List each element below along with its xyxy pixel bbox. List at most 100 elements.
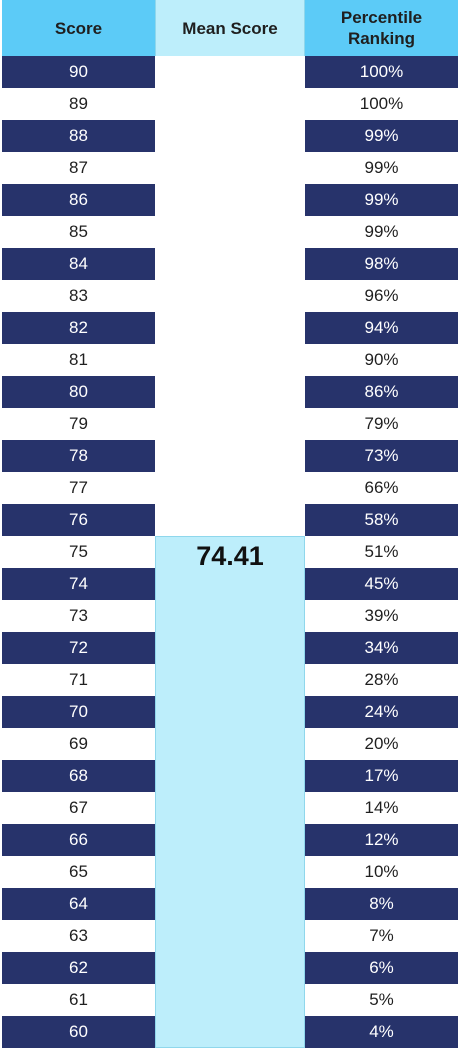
percentile-cell[interactable]: 94% [305,312,458,344]
percentile-cell[interactable]: 90% [305,344,458,376]
score-cell[interactable]: 68 [2,760,155,792]
percentile-cell[interactable]: 51% [305,536,458,568]
score-cell[interactable]: 86 [2,184,155,216]
score-cell[interactable]: 67 [2,792,155,824]
table-row: 64 8% [2,888,458,920]
percentile-cell[interactable]: 73% [305,440,458,472]
table-row: 83 96% [2,280,458,312]
percentile-cell[interactable]: 98% [305,248,458,280]
table-row: 78 73% [2,440,458,472]
score-cell[interactable]: 72 [2,632,155,664]
score-cell[interactable]: 63 [2,920,155,952]
score-cell[interactable]: 82 [2,312,155,344]
score-cell[interactable]: 81 [2,344,155,376]
score-cell[interactable]: 79 [2,408,155,440]
score-cell[interactable]: 70 [2,696,155,728]
score-cell[interactable]: 66 [2,824,155,856]
table-row: 61 5% [2,984,458,1016]
table-row: 73 39% [2,600,458,632]
score-cell[interactable]: 75 [2,536,155,568]
percentile-cell[interactable]: 99% [305,216,458,248]
table-row: 79 79% [2,408,458,440]
score-cell[interactable]: 87 [2,152,155,184]
table-row: 66 12% [2,824,458,856]
percentile-cell[interactable]: 79% [305,408,458,440]
table-row: 68 17% [2,760,458,792]
percentile-cell[interactable]: 8% [305,888,458,920]
score-cell[interactable]: 71 [2,664,155,696]
table-row: 80 86% [2,376,458,408]
table-row: 86 99% [2,184,458,216]
percentile-cell[interactable]: 6% [305,952,458,984]
percentile-cell[interactable]: 99% [305,120,458,152]
table-row: 72 34% [2,632,458,664]
header-score[interactable]: Score [2,0,155,56]
percentile-cell[interactable]: 86% [305,376,458,408]
percentile-cell[interactable]: 45% [305,568,458,600]
table-row: 82 94% [2,312,458,344]
table-row: 84 98% [2,248,458,280]
score-cell[interactable]: 64 [2,888,155,920]
score-cell[interactable]: 76 [2,504,155,536]
score-cell[interactable]: 62 [2,952,155,984]
mean-score-cell[interactable]: 74.41 [155,536,305,1048]
score-cell[interactable]: 65 [2,856,155,888]
score-cell[interactable]: 78 [2,440,155,472]
percentile-cell[interactable]: 28% [305,664,458,696]
percentile-cell[interactable]: 99% [305,152,458,184]
percentile-cell[interactable]: 66% [305,472,458,504]
percentile-cell[interactable]: 12% [305,824,458,856]
score-cell[interactable]: 90 [2,56,155,88]
table-row: 69 20% [2,728,458,760]
score-cell[interactable]: 83 [2,280,155,312]
score-cell[interactable]: 73 [2,600,155,632]
header-percentile-line1: Percentile [340,8,423,27]
table-row: 67 14% [2,792,458,824]
percentile-cell[interactable]: 14% [305,792,458,824]
percentile-cell[interactable]: 58% [305,504,458,536]
table-row: 60 4% [2,1016,458,1048]
table-row: 70 24% [2,696,458,728]
table-row: 87 99% [2,152,458,184]
table-row: 77 66% [2,472,458,504]
mean-blank-cell[interactable] [155,56,305,536]
score-cell[interactable]: 80 [2,376,155,408]
score-cell[interactable]: 74 [2,568,155,600]
header-percentile-line2: Ranking [347,29,416,48]
table-row: 81 90% [2,344,458,376]
percentile-cell[interactable]: 100% [305,56,458,88]
table-row: 65 10% [2,856,458,888]
score-cell[interactable]: 60 [2,1016,155,1048]
percentile-cell[interactable]: 99% [305,184,458,216]
percentile-cell[interactable]: 17% [305,760,458,792]
score-cell[interactable]: 84 [2,248,155,280]
percentile-cell[interactable]: 96% [305,280,458,312]
table-row: 85 99% [2,216,458,248]
percentile-cell[interactable]: 5% [305,984,458,1016]
score-cell[interactable]: 85 [2,216,155,248]
score-cell[interactable]: 61 [2,984,155,1016]
percentile-cell[interactable]: 10% [305,856,458,888]
percentile-cell[interactable]: 100% [305,88,458,120]
percentile-cell[interactable]: 7% [305,920,458,952]
score-cell[interactable]: 69 [2,728,155,760]
header-mean-score[interactable]: Mean Score [155,0,305,56]
score-cell[interactable]: 89 [2,88,155,120]
table-header: Score Mean Score Percentile Ranking [2,0,458,56]
table-row: 74 45% [2,568,458,600]
table-row: 63 7% [2,920,458,952]
score-cell[interactable]: 77 [2,472,155,504]
header-percentile-ranking[interactable]: Percentile Ranking [305,0,458,56]
score-cell[interactable]: 88 [2,120,155,152]
table-row: 90 100% [2,56,458,88]
table-row: 71 28% [2,664,458,696]
table-row: 62 6% [2,952,458,984]
table-row: 76 58% [2,504,458,536]
percentile-cell[interactable]: 20% [305,728,458,760]
percentile-cell[interactable]: 39% [305,600,458,632]
percentile-cell[interactable]: 34% [305,632,458,664]
table-row: 88 99% [2,120,458,152]
table-row: 75 51% [2,536,458,568]
percentile-cell[interactable]: 24% [305,696,458,728]
percentile-cell[interactable]: 4% [305,1016,458,1048]
